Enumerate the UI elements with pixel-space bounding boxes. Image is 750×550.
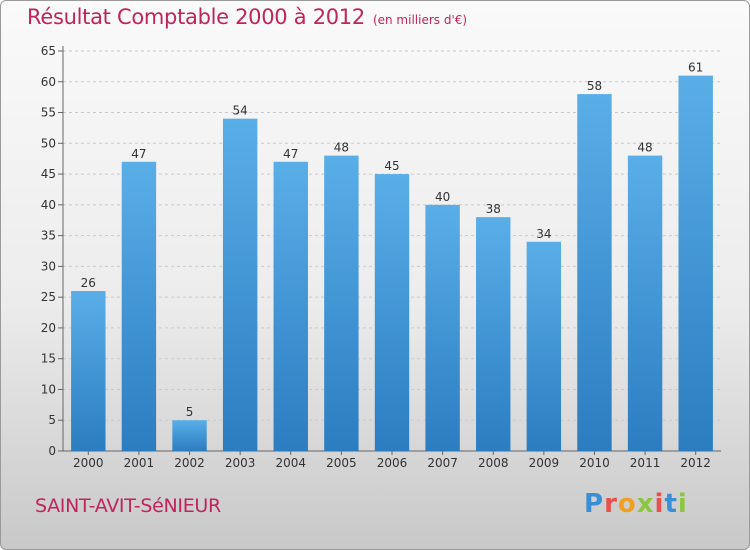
x-tick-label: 2007: [427, 456, 458, 470]
bar: [577, 94, 612, 452]
logo-letter: r: [604, 489, 618, 519]
x-tick-label: 2009: [529, 456, 560, 470]
x-tick-label: 2004: [275, 456, 306, 470]
bar: [526, 241, 562, 451]
y-tick-label: 65: [41, 44, 56, 58]
y-tick-label: 40: [41, 198, 56, 212]
x-tick-label: 2002: [174, 456, 205, 470]
x-tick-label: 2008: [478, 456, 509, 470]
data-label: 40: [435, 190, 450, 204]
x-tick-label: 2011: [630, 456, 661, 470]
data-label: 45: [384, 159, 399, 173]
chart-title: Résultat Comptable 2000 à 2012 (en millie…: [27, 5, 467, 29]
y-tick-label: 25: [41, 290, 56, 304]
bar: [425, 204, 460, 451]
y-tick-label: 45: [41, 167, 56, 181]
y-tick-label: 60: [41, 75, 56, 89]
x-tick-label: 2012: [680, 456, 711, 470]
data-label: 61: [688, 61, 703, 75]
logo-letter: t: [664, 489, 678, 519]
bar: [172, 420, 207, 451]
data-label: 58: [587, 79, 602, 93]
x-tick-label: 2006: [377, 456, 408, 470]
bar: [121, 161, 157, 451]
x-tick-labels: 2000 2001 2002 2003 2004 2005 2006 2007 2008 2009…: [73, 451, 711, 470]
bar: [222, 118, 258, 451]
bar: [374, 174, 410, 452]
logo-letter: x: [636, 489, 655, 519]
title-text: Résultat Comptable 2000 à 2012: [27, 5, 365, 29]
bar: [71, 291, 106, 451]
place-name: SAINT-AVIT-SéNIEUR: [35, 495, 221, 517]
y-tick-label: 35: [41, 229, 56, 243]
logo-letter: P: [584, 489, 605, 519]
y-tick-label: 10: [41, 382, 56, 396]
y-tick-label: 50: [41, 136, 56, 150]
x-tick-label: 2001: [124, 456, 155, 470]
logo-letter: i: [654, 489, 665, 519]
bar: [627, 155, 663, 451]
x-tick-label: 2000: [73, 456, 104, 470]
bar: [476, 217, 511, 451]
data-label: 26: [81, 276, 96, 290]
y-tick-label: 0: [48, 444, 56, 458]
logo-letter: o: [617, 489, 637, 519]
data-label: 54: [233, 104, 248, 118]
y-tick-label: 30: [41, 259, 56, 273]
x-tick-label: 2010: [579, 456, 610, 470]
bar: [273, 161, 308, 451]
data-label: 34: [536, 227, 551, 241]
data-label: 47: [131, 147, 146, 161]
x-tick-label: 2005: [326, 456, 357, 470]
bar: [678, 75, 713, 451]
bar: [324, 155, 359, 451]
y-tick-labels: 0 5 10 15 20 25 30 35 40 45 50 55 60 65: [41, 44, 56, 458]
y-tick-label: 15: [41, 352, 56, 366]
y-tick-label: 55: [41, 106, 56, 120]
x-tick-label: 2003: [225, 456, 256, 470]
bar-chart: 0 5 10 15 20 25 30 35 40 45 50 55 60 65 26 47 5 54 47 48 45…: [41, 44, 721, 470]
data-label: 48: [334, 141, 349, 155]
y-tick-label: 5: [48, 413, 56, 427]
y-tick-label: 20: [41, 321, 56, 335]
logo-letter: i: [677, 489, 688, 519]
data-label: 38: [486, 202, 501, 216]
data-label: 47: [283, 147, 298, 161]
title-unit: (en milliers d'€): [372, 13, 468, 27]
data-label: 48: [637, 141, 652, 155]
data-label: 5: [186, 405, 194, 419]
bars: 26 47 5 54 47 48 45 40 38 34 58 48 61: [71, 61, 713, 452]
proxiti-logo: Proxiti: [584, 489, 688, 519]
